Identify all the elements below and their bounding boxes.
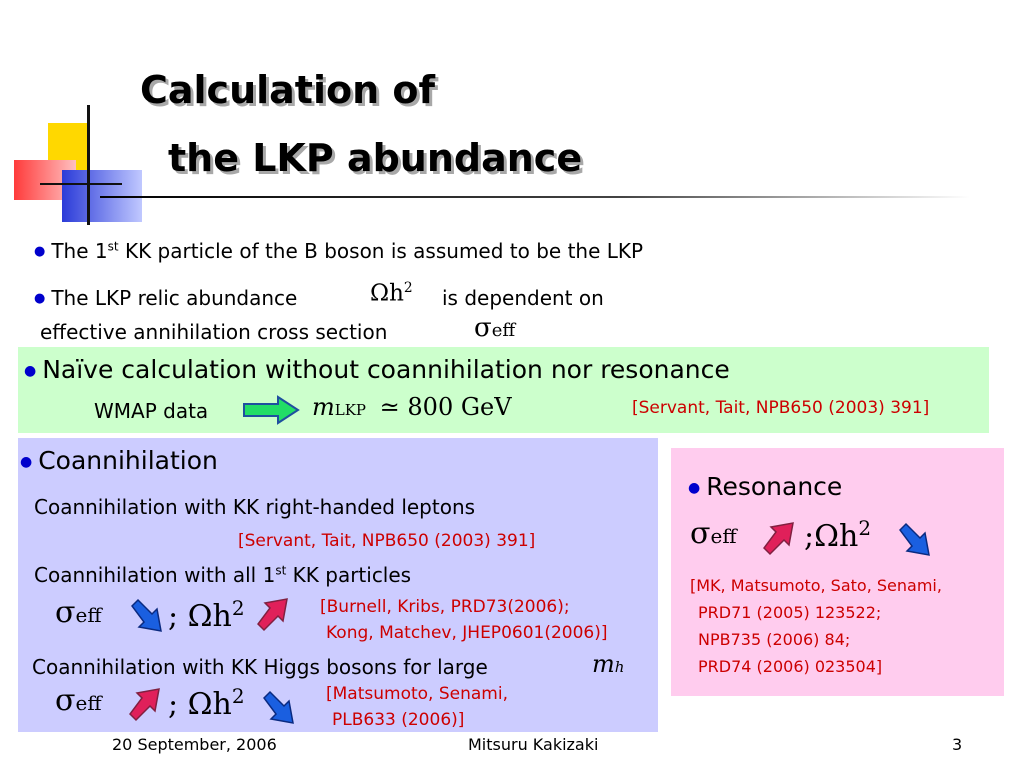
bullet-icon: ● <box>20 454 33 470</box>
omega-h2-math: Ωh2 <box>370 280 413 307</box>
coann-item2-reference-line2: Kong, Matchev, JHEP0601(2006)] <box>326 623 608 643</box>
coann-item3-mh: mh <box>592 650 624 678</box>
semicolon: ; <box>168 599 179 634</box>
coann-item3-sigma: σeff <box>55 683 102 718</box>
intro-bullet-1-sup: st <box>107 239 119 254</box>
coann-item2: Coannihilation with all 1st KK particles <box>34 563 411 587</box>
h-sub: h <box>614 658 625 676</box>
coannihilation-box <box>18 438 658 732</box>
intro-bullet-1-text-post: KK particle of the B boson is assumed to… <box>118 239 644 263</box>
logo-vertical-line <box>87 105 90 225</box>
sigma-sub: eff <box>75 691 102 715</box>
page-title-line2: the LKP abundance <box>168 136 583 180</box>
coann-item3: Coannihilation with KK Higgs bosons for … <box>32 655 488 679</box>
semicolon: ; <box>804 519 815 554</box>
footer-page-number: 3 <box>952 735 963 754</box>
lkp-sub: LKP <box>334 401 367 419</box>
resonance-reference-line4: PRD74 (2006) 023504] <box>698 657 883 676</box>
bullet-icon: ● <box>34 244 46 259</box>
coann-item2-sigma: σeff <box>55 595 102 630</box>
footer-author: Mitsuru Kakizaki <box>468 735 599 754</box>
intro-bullet-2-line2: effective annihilation cross section <box>40 320 388 344</box>
sigma-symbol: σ <box>474 313 492 343</box>
coann-item2-reference-line1: [Burnell, Kribs, PRD73(2006); <box>320 597 570 617</box>
omega-sup: 2 <box>231 596 245 620</box>
bullet-icon: ● <box>34 291 46 306</box>
footer-date: 20 September, 2006 <box>112 735 277 754</box>
coann-item2-text-post: KK particles <box>286 563 412 587</box>
omega-symbol: Ωh <box>370 280 404 307</box>
arrow-right-green-icon <box>243 395 300 425</box>
intro-bullet-2: ● The LKP relic abundance <box>34 286 297 310</box>
sigma-symbol: σ <box>55 683 76 718</box>
title-rule <box>100 196 970 198</box>
semicolon: ; <box>168 687 179 722</box>
coann-item1-reference: [Servant, Tait, NPB650 (2003) 391] <box>238 531 536 551</box>
intro-bullet-1-text: The 1 <box>51 239 108 263</box>
omega-symbol: Ωh <box>187 599 232 634</box>
resonance-box <box>671 448 1004 696</box>
bullet-icon: ● <box>24 363 37 379</box>
resonance-heading: ● Resonance <box>688 472 842 501</box>
sigma-sub: eff <box>75 603 102 627</box>
intro-bullet-1: ● The 1st KK particle of the B boson is a… <box>34 239 643 263</box>
resonance-reference-line3: NPB735 (2006) 84; <box>698 630 851 649</box>
coann-item1: Coannihilation with KK right-handed lept… <box>34 495 476 519</box>
coann-item2-sup: st <box>275 563 287 578</box>
coann-item3-reference-line2: PLB633 (2006)] <box>332 710 465 730</box>
coann-heading: ● Coannihilation <box>20 446 218 475</box>
resonance-omega: ;Ωh2 <box>804 516 871 554</box>
m-symbol: m <box>592 650 615 678</box>
bullet-icon: ● <box>688 480 701 496</box>
m-symbol: m <box>312 393 335 421</box>
coann-item3-omega: ; Ωh2 <box>168 684 245 722</box>
omega-symbol: Ωh <box>814 519 859 554</box>
omega-sup: 2 <box>231 684 245 708</box>
wmap-label: WMAP data <box>94 399 209 423</box>
arrow-up-red-icon <box>763 522 794 556</box>
arrow-up-red-icon <box>257 598 288 632</box>
sigma-eff-math: σeff <box>474 313 515 343</box>
resonance-sigma: σeff <box>690 516 737 551</box>
coann-item2-text: Coannihilation with all 1 <box>34 563 276 587</box>
resonance-heading-text: Resonance <box>706 472 843 501</box>
resonance-reference-line1: [MK, Matsumoto, Sato, Senami, <box>690 576 942 595</box>
logo-decoration <box>10 105 150 225</box>
sigma-symbol: σ <box>55 595 76 630</box>
coann-item2-omega: ; Ωh2 <box>168 596 245 634</box>
lkp-mass-value: ≃ 800 GeV <box>379 393 512 421</box>
resonance-reference-line2: PRD71 (2005) 123522; <box>698 603 882 622</box>
naive-reference: [Servant, Tait, NPB650 (2003) 391] <box>632 398 930 418</box>
intro-bullet-2-post: is dependent on <box>442 286 604 310</box>
arrow-down-blue-icon <box>131 598 162 632</box>
coann-heading-text: Coannihilation <box>38 446 218 475</box>
intro-bullet-2-text: The LKP relic abundance <box>51 286 298 310</box>
naive-heading-text: Naïve calculation without coannihilation… <box>42 355 730 384</box>
omega-sup: 2 <box>403 280 413 296</box>
naive-calculation-box <box>18 347 989 433</box>
arrow-down-blue-icon <box>263 690 294 724</box>
arrow-up-red-icon <box>129 688 160 722</box>
omega-sup: 2 <box>858 516 872 540</box>
sigma-sub: eff <box>491 320 516 341</box>
coann-item3-reference-line1: [Matsumoto, Senami, <box>326 684 508 704</box>
logo-horizontal-line <box>40 183 122 185</box>
naive-heading: ● Naïve calculation without coannihilatio… <box>24 355 730 384</box>
sigma-sub: eff <box>710 524 737 548</box>
page-title-line1: Calculation of <box>140 68 436 112</box>
m-lkp-math: mLKP ≃ 800 GeV <box>312 393 512 421</box>
arrow-down-blue-icon <box>899 522 930 556</box>
sigma-symbol: σ <box>690 516 711 551</box>
omega-symbol: Ωh <box>187 687 232 722</box>
